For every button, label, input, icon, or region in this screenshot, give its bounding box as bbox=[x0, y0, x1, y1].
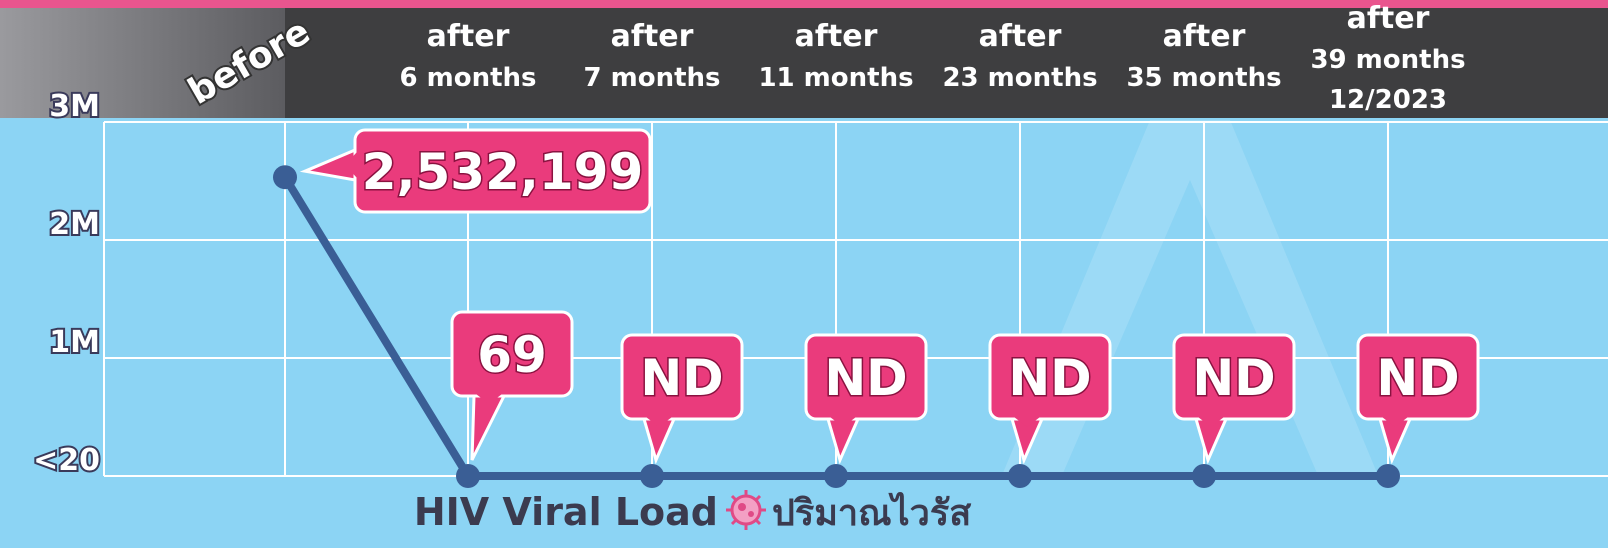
data-label: ND bbox=[1192, 349, 1275, 407]
header-band bbox=[285, 0, 1608, 118]
callout-box bbox=[450, 310, 574, 398]
callout-pointer-cover bbox=[476, 394, 502, 404]
y-tick-label: <20 bbox=[33, 443, 100, 478]
callout-pointer-cover bbox=[1014, 417, 1040, 427]
x-tick-label: after 35 months bbox=[1126, 19, 1281, 93]
callout-pointer-cover bbox=[646, 417, 672, 427]
data-label: ND bbox=[640, 349, 723, 407]
callout-box bbox=[988, 333, 1112, 421]
chart-subtitle: ปริมาณไวรัส bbox=[772, 491, 971, 534]
data-point bbox=[1192, 464, 1216, 488]
y-tick-label: 3M bbox=[49, 89, 100, 124]
header-left bbox=[0, 0, 285, 118]
data-label: 2,532,199 bbox=[362, 143, 644, 201]
data-label: ND bbox=[1376, 349, 1459, 407]
callout-pointer-cover bbox=[1382, 417, 1408, 427]
y-tick-label: 1M bbox=[49, 325, 100, 360]
data-point bbox=[456, 463, 480, 488]
data-point bbox=[1008, 464, 1032, 488]
x-tick-label: after 6 months bbox=[399, 19, 536, 93]
x-tick-label: after 23 months bbox=[942, 19, 1097, 93]
callout-pointer-cover bbox=[345, 152, 357, 178]
callout-box bbox=[1172, 333, 1296, 421]
virus-icon bbox=[726, 490, 766, 530]
data-label: 69 bbox=[477, 326, 547, 384]
callout-box bbox=[1356, 333, 1480, 421]
data-point bbox=[824, 464, 848, 488]
data-point bbox=[640, 464, 664, 488]
top-strip bbox=[0, 0, 1608, 8]
data-point bbox=[1376, 464, 1400, 488]
data-point bbox=[273, 165, 297, 190]
y-tick-label: 2M bbox=[49, 207, 100, 242]
x-tick-label: after 7 months bbox=[583, 19, 720, 93]
x-tick-label: after 39 months 12/2023 bbox=[1310, 1, 1465, 115]
callout-pointer-cover bbox=[830, 417, 856, 427]
x-tick-label: after 11 months bbox=[758, 19, 913, 93]
data-label: ND bbox=[824, 349, 907, 407]
data-label: ND bbox=[1008, 349, 1091, 407]
chart-title: HIV Viral Load bbox=[414, 490, 718, 534]
callout-box bbox=[620, 333, 744, 421]
callout-pointer-cover bbox=[1198, 417, 1224, 427]
callout-box bbox=[804, 333, 928, 421]
